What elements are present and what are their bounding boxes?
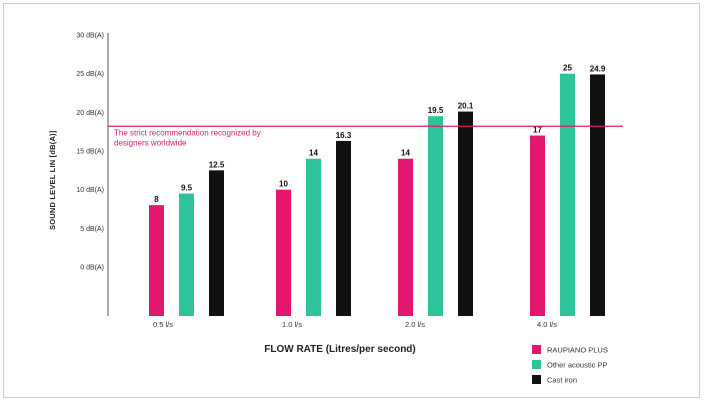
y-tick-label: 30 dB(A) [76,33,104,40]
y-tick-label: 10 dB(A) [76,187,104,194]
bar-value-label: 14 [309,149,318,158]
bar [398,158,413,316]
legend-swatch [532,375,541,384]
bar-value-label: 20.1 [458,102,474,111]
bar-value-label: 12.5 [209,160,225,169]
legend-swatch [532,360,541,369]
y-tick-label: 20 dB(A) [76,110,104,117]
y-tick-label: 15 dB(A) [76,149,104,156]
legend-label: RAUPIANO PLUS [547,346,608,355]
bar [560,73,575,317]
bar [336,140,351,316]
x-tick-label: 0.5 l/s [153,320,173,329]
reference-line-label: designers worldwide [114,138,187,147]
legend-swatch [532,345,541,354]
x-tick-label: 1.0 l/s [282,320,302,329]
bar-value-label: 8 [154,195,159,204]
bar-value-label: 16.3 [336,131,352,140]
reference-line-label: The strict recommendation recognized by [114,128,261,137]
legend-label: Cast iron [547,376,577,385]
bar-value-label: 24.9 [590,64,606,73]
chart-frame [3,3,700,398]
y-tick-label: 5 dB(A) [80,226,104,233]
bar [276,189,291,316]
x-tick-label: 4.0 l/s [537,320,557,329]
bar [306,158,321,316]
bar [209,170,224,316]
y-tick-label: 25 dB(A) [76,71,104,78]
bar [149,205,164,316]
x-tick-label: 2.0 l/s [405,320,425,329]
legend-label: Other acoustic PP [547,361,607,370]
bar [530,135,545,316]
bar-value-label: 17 [533,126,542,135]
x-axis-label: FLOW RATE (Litres/per second) [264,344,416,355]
bar-value-label: 9.5 [181,184,193,193]
bar-value-label: 19.5 [428,106,444,115]
bar [590,74,605,316]
bar [428,116,443,316]
bar-value-label: 14 [401,149,410,158]
y-axis-label: SOUND LEVEL LIN [dB(A)] [48,130,57,230]
y-tick-label: 0 dB(A) [80,265,104,272]
bar-value-label: 25 [563,64,572,73]
bar [179,193,194,316]
legend: RAUPIANO PLUS Other acoustic PP Cast iron [532,345,608,385]
bar-value-label: 10 [279,180,288,189]
bar [458,111,473,316]
